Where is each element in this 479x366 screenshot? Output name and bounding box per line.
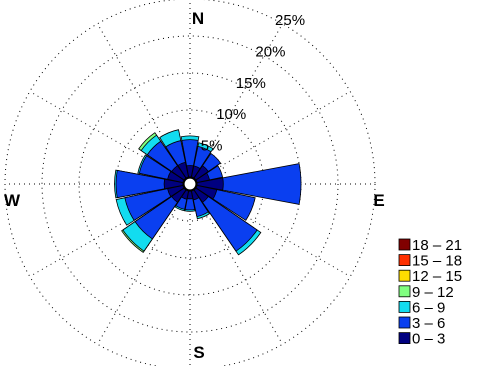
radial-tick-label-25: 25% (275, 12, 305, 29)
legend-swatch-6 (398, 238, 411, 251)
wedge-dir-0-bin-0 (186, 165, 194, 185)
legend-swatch-0 (398, 332, 411, 345)
radial-tick-label-5: 5% (201, 138, 223, 155)
compass-labels: N E S W (4, 9, 385, 362)
legend-swatch-4 (398, 269, 411, 282)
radial-tick-label-20: 20% (255, 43, 285, 60)
compass-label-n: N (192, 9, 204, 28)
legend-label-1: 3 – 6 (412, 315, 445, 332)
wedge-dir-270-bin-1 (115, 169, 191, 199)
radial-tick-label-10: 10% (216, 106, 246, 123)
wedge-dir-135-bin-1 (189, 183, 258, 252)
calm-center (182, 176, 198, 192)
wedge-dir-0-bin-1 (181, 139, 199, 185)
grid-ring-25 (4, 0, 376, 366)
legend-label-2: 6 – 9 (412, 299, 445, 316)
legend-label-3: 9 – 12 (412, 284, 454, 301)
legend-label-5: 15 – 18 (412, 253, 462, 270)
legend-label-4: 12 – 15 (412, 268, 462, 285)
compass-label-s: S (193, 343, 204, 362)
legend-swatch-3 (398, 285, 411, 298)
calm-circle (182, 176, 198, 192)
radial-tick-labels: 5% 10% 15% 20% 25% (201, 12, 305, 155)
wedge-dir-90-bin-0 (189, 177, 224, 191)
wedge-dir-270-bin-0 (163, 178, 191, 190)
wedge-dir-112.5-bin-0 (189, 183, 218, 200)
legend-swatch-2 (398, 300, 411, 313)
radial-tick-label-15: 15% (236, 75, 266, 92)
grid-ray-210 (97, 183, 191, 345)
compass-label-e: E (373, 191, 384, 210)
legend-swatch-1 (398, 316, 411, 329)
compass-label-w: W (4, 191, 21, 210)
legend-label-6: 18 – 21 (412, 237, 462, 254)
legend-label-0: 0 – 3 (412, 331, 445, 348)
wedge-dir-90-bin-1 (189, 163, 302, 205)
grid-ring-20 (41, 35, 339, 333)
legend-swatch-5 (398, 254, 411, 267)
wind-rose-wedges (114, 129, 302, 256)
